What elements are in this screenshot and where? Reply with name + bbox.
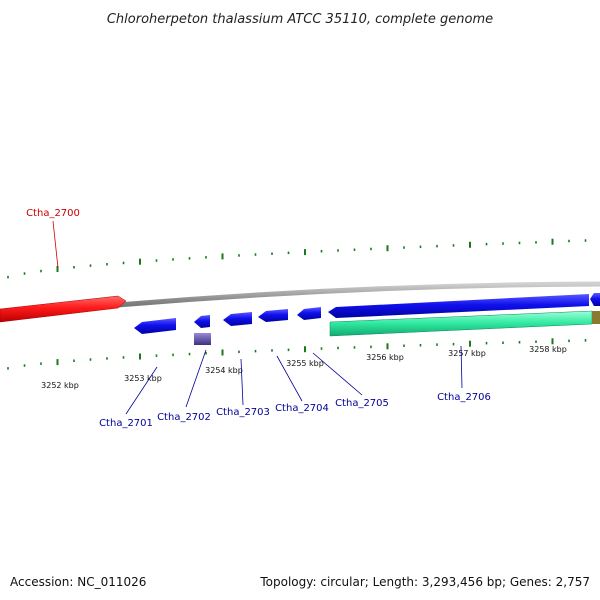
gene-ctha-2705-arrow[interactable]	[297, 307, 321, 320]
gene-ctha-2701-arrow[interactable]	[134, 318, 176, 334]
scale-label: 3252 kbp	[41, 381, 79, 390]
leader-line-ctha-2701	[125, 366, 158, 415]
leader-line-ctha-2702	[185, 349, 207, 408]
leader-line-ctha-2704	[276, 355, 303, 402]
rna-gene-end-marker	[592, 311, 600, 324]
gene-label-ctha-2705[interactable]: Ctha_2705	[335, 398, 389, 409]
leader-line-ctha-2706	[460, 345, 463, 389]
gene-next-arrow[interactable]	[590, 293, 600, 306]
gene-ctha-2700-arrow[interactable]	[0, 295, 127, 323]
topology-text: Topology: circular; Length: 3,293,456 bp…	[259, 575, 590, 589]
gene-ctha-2702-arrow[interactable]	[194, 315, 210, 328]
gene-label-ctha-2703[interactable]: Ctha_2703	[216, 407, 270, 418]
scale-label: 3253 kbp	[124, 374, 162, 383]
scale-label: 3256 kbp	[366, 353, 404, 362]
scale-label: 3255 kbp	[286, 359, 324, 368]
genome-title: Chloroherpeton thalassium ATCC 35110, co…	[107, 12, 493, 27]
gene-label-ctha-2701[interactable]: Ctha_2701	[99, 418, 153, 429]
gene-ctha-2704-arrow[interactable]	[258, 309, 288, 322]
outer-tick-ring	[7, 238, 587, 279]
leader-line-ctha-2700	[52, 220, 59, 269]
inner-tick-ring	[7, 338, 587, 370]
leader-line-ctha-2705	[312, 352, 363, 396]
gene-ctha-2703-arrow[interactable]	[223, 312, 252, 326]
gene-label-ctha-2702[interactable]: Ctha_2702	[157, 412, 211, 423]
leader-line-ctha-2703	[240, 358, 244, 406]
gene-label-ctha-2706[interactable]: Ctha_2706	[437, 392, 491, 403]
accession-text: Accession: NC_011026	[10, 575, 146, 589]
gene-ctha-2706-arrow[interactable]	[328, 294, 589, 318]
gene-label-ctha-2704[interactable]: Ctha_2704	[275, 403, 329, 414]
scale-label: 3254 kbp	[205, 366, 243, 375]
scale-label: 3258 kbp	[529, 345, 567, 354]
gene-feature-small[interactable]	[194, 333, 211, 345]
scale-label: 3257 kbp	[448, 349, 486, 358]
gene-label-ctha-2700[interactable]: Ctha_2700	[26, 208, 80, 219]
